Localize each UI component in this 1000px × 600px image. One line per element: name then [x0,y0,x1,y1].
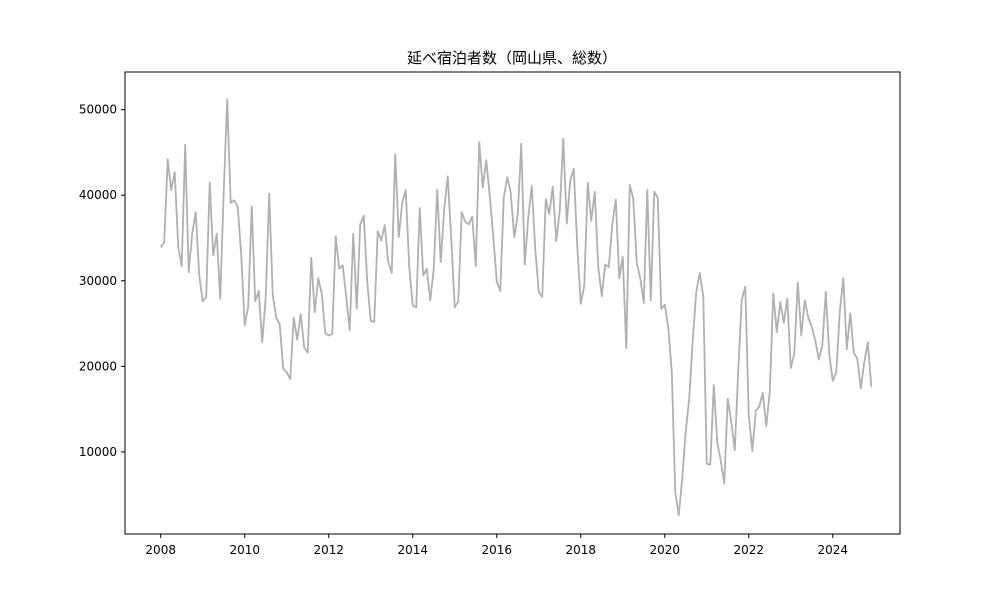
y-tick-label: 30000 [79,274,117,288]
x-tick-label: 2018 [565,543,596,557]
x-tick-label: 2008 [145,543,176,557]
x-tick-label: 2024 [818,543,849,557]
x-tick-label: 2022 [734,543,765,557]
plot-frame [124,71,901,535]
x-tick-label: 2014 [397,543,428,557]
x-tick-label: 2012 [313,543,344,557]
y-tick-label: 40000 [79,188,117,202]
x-axis: 2008 2010 2012 2014 2016 2018 2020 2022 2024 [145,534,848,557]
y-tick-label: 10000 [79,445,117,459]
x-tick-label: 2016 [481,543,512,557]
x-tick-label: 2010 [229,543,260,557]
plot-area [159,98,873,517]
y-tick-label: 20000 [79,359,117,373]
x-tick-label: 2020 [649,543,680,557]
y-tick-label: 50000 [79,103,117,117]
y-axis: 10000 20000 30000 40000 50000 [79,103,125,459]
series-line [159,98,873,517]
chart-title: 延べ宿泊者数（岡山県、総数） [407,49,617,67]
